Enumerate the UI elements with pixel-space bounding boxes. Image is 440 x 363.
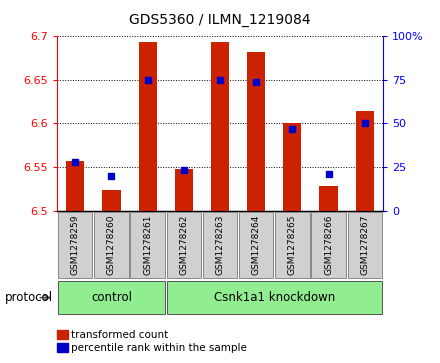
Bar (211, 42, 229, 211)
Bar (175, 169, 193, 211)
Text: GSM1278260: GSM1278260 (107, 215, 116, 275)
Text: GSM1278259: GSM1278259 (71, 215, 80, 275)
Text: GSM1278262: GSM1278262 (180, 215, 188, 275)
Bar (283, 123, 301, 211)
Text: GSM1278263: GSM1278263 (216, 215, 224, 275)
Text: GSM1278261: GSM1278261 (143, 215, 152, 275)
Text: GSM1278265: GSM1278265 (288, 215, 297, 275)
Text: GSM1278264: GSM1278264 (252, 215, 260, 275)
Text: GSM1278267: GSM1278267 (360, 215, 369, 275)
Bar (319, 186, 337, 211)
Text: GDS5360 / ILMN_1219084: GDS5360 / ILMN_1219084 (129, 13, 311, 27)
Text: transformed count: transformed count (71, 330, 169, 340)
Bar (247, 52, 265, 211)
Bar (103, 189, 121, 211)
Text: Csnk1a1 knockdown: Csnk1a1 knockdown (214, 291, 335, 304)
Text: control: control (91, 291, 132, 304)
Text: protocol: protocol (4, 291, 52, 304)
Text: GSM1278266: GSM1278266 (324, 215, 333, 275)
Bar (356, 111, 374, 211)
Bar (139, 42, 157, 211)
Text: percentile rank within the sample: percentile rank within the sample (71, 343, 247, 353)
Bar (66, 161, 84, 211)
